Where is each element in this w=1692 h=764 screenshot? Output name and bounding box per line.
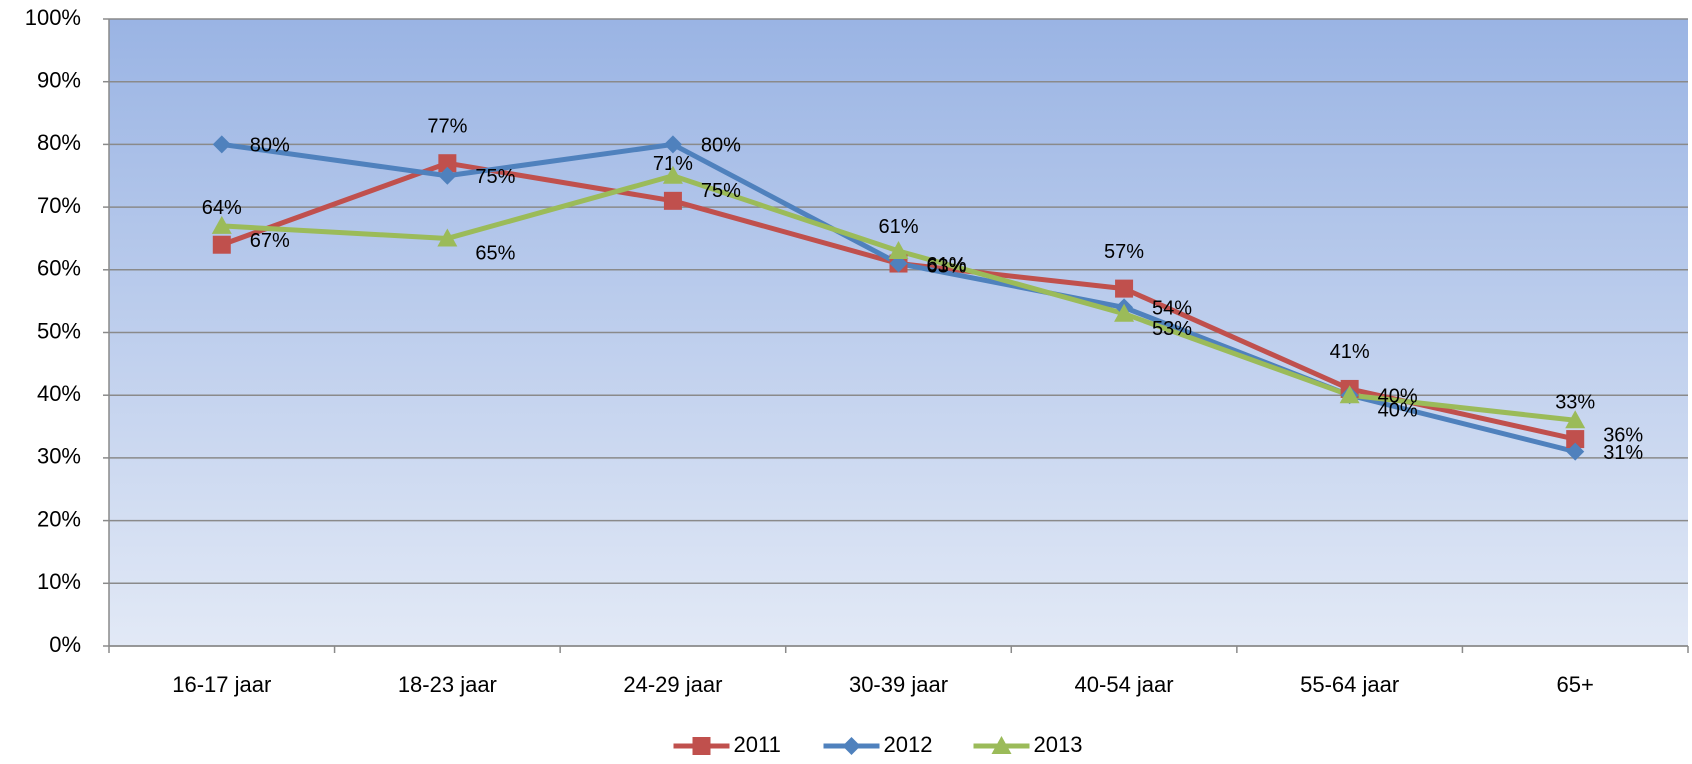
data-label: 75% xyxy=(475,166,515,188)
point-marker xyxy=(211,215,232,234)
data-label: 41% xyxy=(1330,341,1370,363)
data-label: 53% xyxy=(1152,318,1192,340)
point-marker xyxy=(438,166,457,185)
legend-label: 2013 xyxy=(1034,732,1083,757)
point-marker xyxy=(663,135,682,154)
point-marker xyxy=(1566,442,1585,461)
point-marker xyxy=(212,135,231,154)
point-marker xyxy=(437,228,458,247)
y-tick-label: 70% xyxy=(37,193,81,218)
data-label: 61% xyxy=(878,216,918,238)
x-tick-label: 30-39 jaar xyxy=(849,672,948,697)
data-label: 61% xyxy=(926,254,966,276)
legend-label: 2012 xyxy=(884,732,933,757)
data-label: 36% xyxy=(1603,425,1643,447)
y-tick-label: 20% xyxy=(37,506,81,531)
point-marker xyxy=(662,165,683,184)
data-label: 31% xyxy=(1603,442,1643,464)
data-label: 75% xyxy=(701,180,741,202)
data-label: 57% xyxy=(1104,241,1144,263)
x-tick-label: 65+ xyxy=(1557,672,1594,697)
data-label: 77% xyxy=(427,115,467,137)
point-marker xyxy=(1566,430,1585,449)
point-marker xyxy=(1339,385,1360,404)
point-marker xyxy=(1565,410,1586,429)
data-label: 67% xyxy=(250,230,290,252)
legend-marker xyxy=(991,736,1012,754)
legend-marker xyxy=(692,737,711,755)
data-label: 40% xyxy=(1378,399,1418,421)
data-label: 40% xyxy=(1378,385,1418,407)
y-tick-label: 40% xyxy=(37,381,81,406)
legend-marker xyxy=(842,737,861,755)
point-marker xyxy=(1115,279,1134,298)
x-tick-label: 18-23 jaar xyxy=(398,672,497,697)
y-tick-label: 90% xyxy=(37,68,81,93)
data-label: 65% xyxy=(475,243,515,265)
y-tick-label: 0% xyxy=(49,632,81,657)
y-tick-label: 60% xyxy=(37,256,81,281)
x-tick-label: 16-17 jaar xyxy=(172,672,271,697)
legend-label: 2011 xyxy=(734,732,781,757)
data-label: 80% xyxy=(701,135,741,157)
y-tick-label: 50% xyxy=(37,318,81,343)
point-marker xyxy=(889,254,908,273)
point-marker xyxy=(438,154,457,173)
data-label: 64% xyxy=(202,197,242,219)
point-marker xyxy=(888,240,909,259)
y-tick-label: 30% xyxy=(37,444,81,469)
x-tick-label: 24-29 jaar xyxy=(623,672,722,697)
y-tick-label: 100% xyxy=(25,5,81,30)
y-tick-label: 10% xyxy=(37,569,81,594)
point-marker xyxy=(663,191,682,210)
data-label: 63% xyxy=(926,255,966,277)
data-label: 33% xyxy=(1555,391,1595,413)
data-label: 71% xyxy=(653,153,693,175)
y-tick-label: 80% xyxy=(37,130,81,155)
point-marker xyxy=(212,235,231,254)
x-tick-label: 55-64 jaar xyxy=(1300,672,1399,697)
data-label: 80% xyxy=(250,135,290,157)
point-marker xyxy=(1114,303,1135,322)
data-label: 54% xyxy=(1152,298,1192,320)
x-tick-label: 40-54 jaar xyxy=(1075,672,1174,697)
